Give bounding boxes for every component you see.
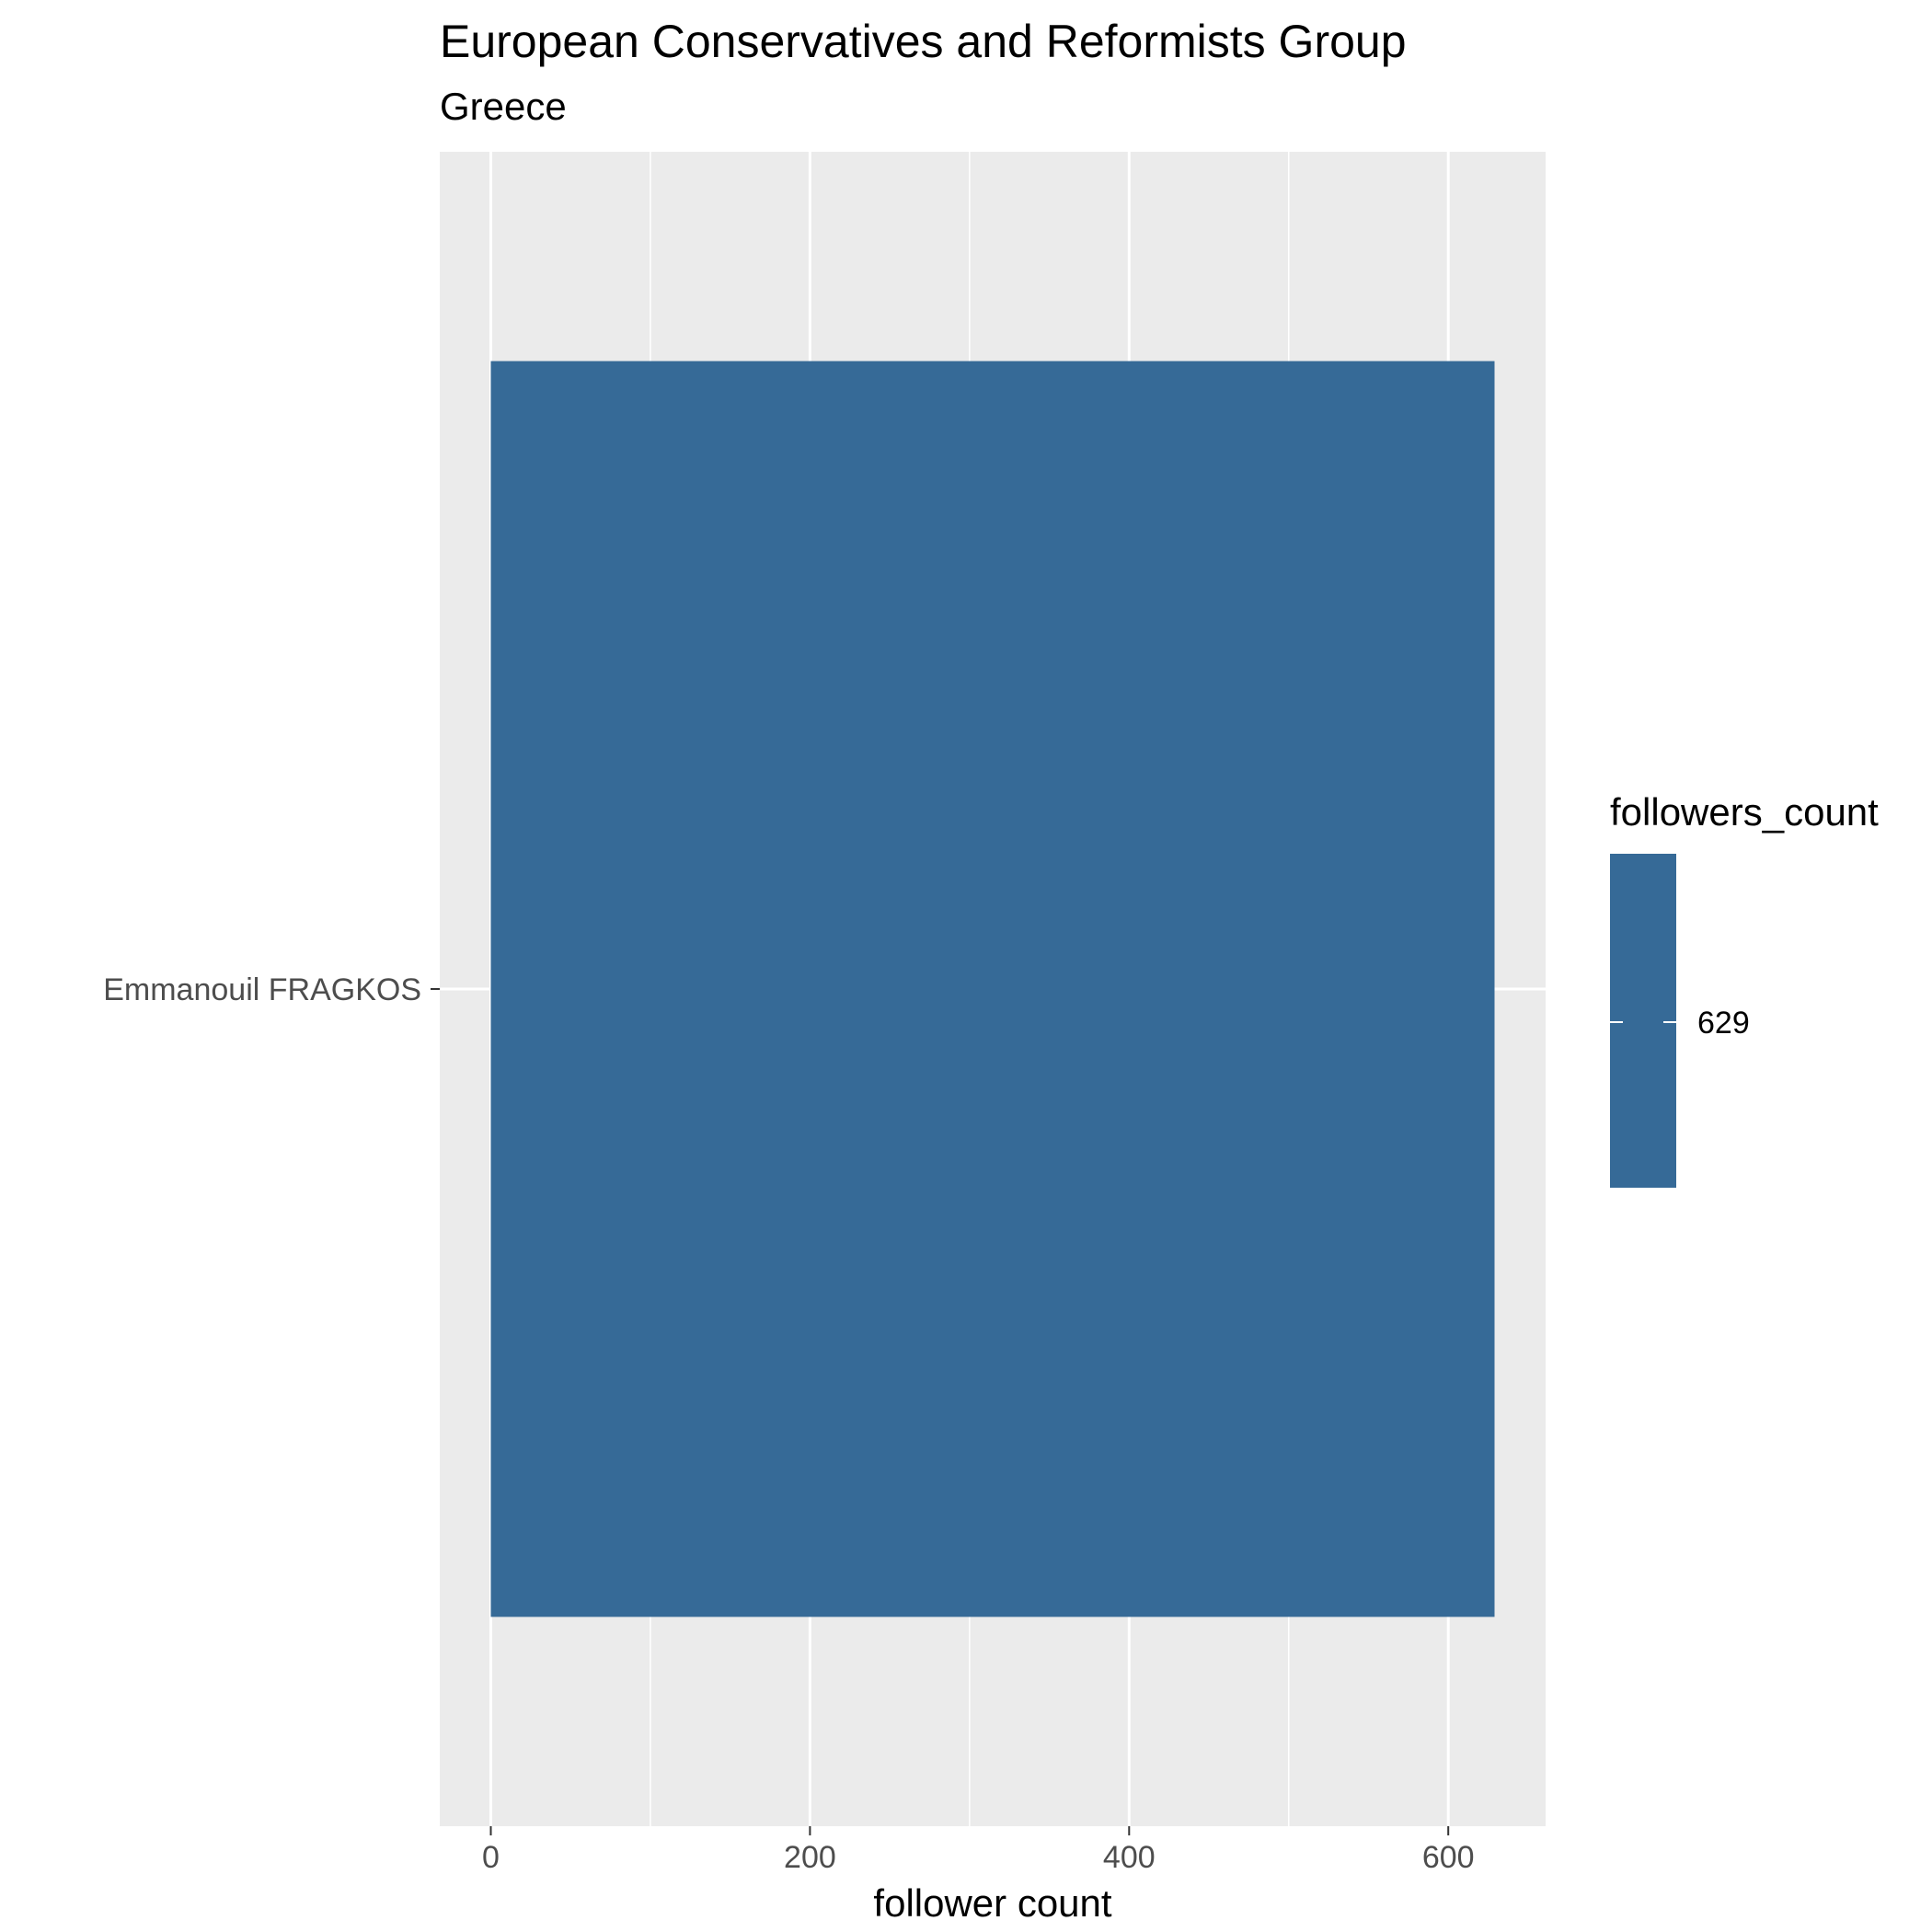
legend: followers_count 629 (1610, 790, 1879, 1188)
chart-subtitle: Greece (440, 85, 567, 128)
legend-label: 629 (1697, 1006, 1750, 1041)
x-tick-label: 400 (1103, 1840, 1156, 1875)
bars (490, 361, 1495, 1617)
legend-title: followers_count (1610, 790, 1879, 834)
legend-color-bar (1610, 854, 1676, 1188)
x-tick-label: 0 (482, 1840, 500, 1875)
y-tick-label: Emmanouil FRAGKOS (103, 972, 421, 1007)
x-tick-label: 600 (1422, 1840, 1475, 1875)
chart-title: European Conservatives and Reformists Gr… (440, 16, 1407, 67)
plot-area (440, 152, 1546, 1826)
x-axis-title: follower count (873, 1881, 1111, 1925)
x-tick-label: 200 (784, 1840, 836, 1875)
x-axis: 0 200 400 600 (482, 1826, 1475, 1875)
bar (490, 361, 1495, 1617)
y-axis: Emmanouil FRAGKOS (103, 972, 440, 1007)
